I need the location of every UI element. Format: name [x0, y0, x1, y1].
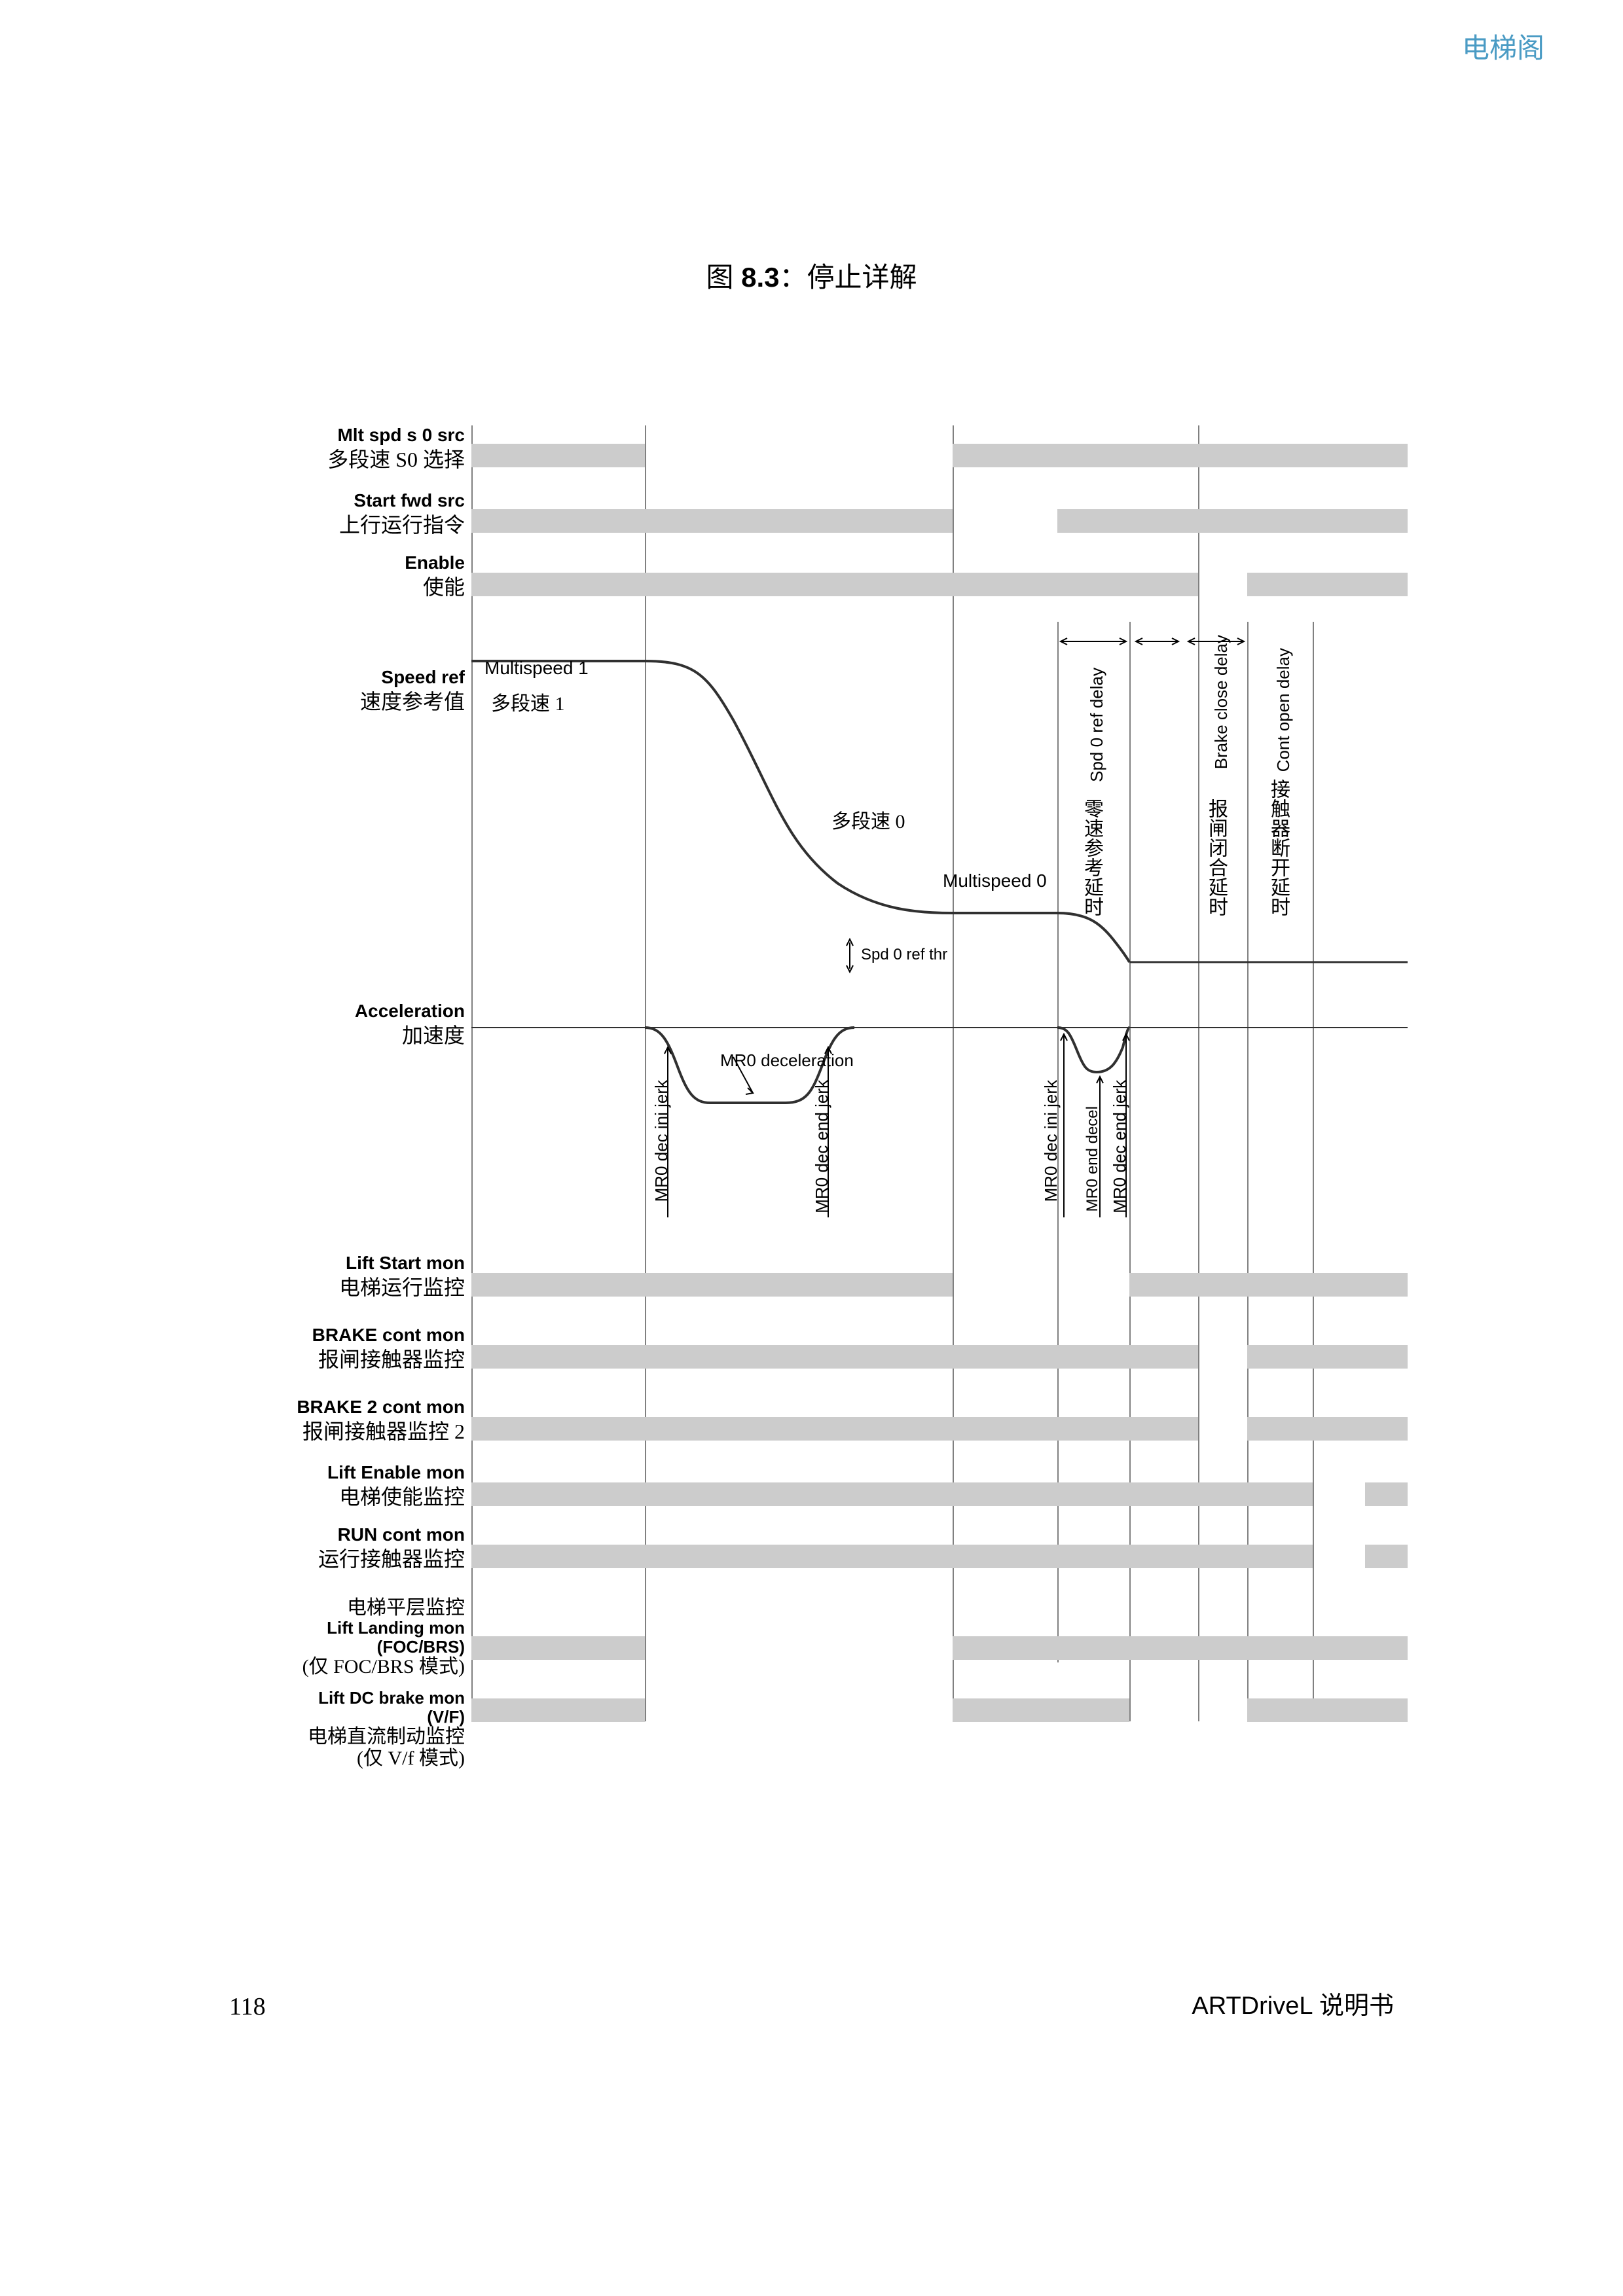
lbl-runcont: RUN cont mon 运行接触器监控	[318, 1525, 465, 1571]
band-landing-b	[953, 1636, 1408, 1660]
fig-prefix: 图	[706, 262, 741, 293]
lbl-multispeed0-chn: 多段速 0	[831, 805, 905, 834]
lbl-spd0refdelay: Spd 0 ref delay	[1087, 668, 1107, 782]
band-dcbrake-b	[953, 1698, 1129, 1722]
manual-chn: 说明书	[1313, 1992, 1394, 2020]
lbl-mr0-end-decel: MR0 end decel	[1084, 1106, 1102, 1211]
band-liftenable-b	[1365, 1482, 1408, 1506]
timing-diagram: Mlt spd s 0 src 多段速 S0 选择 Start fwd src …	[229, 425, 1408, 1800]
band-dcbrake-c	[1247, 1698, 1408, 1722]
lbl-liftstart: Lift Start mon 电梯运行监控	[339, 1253, 465, 1299]
band-dcbrake-a	[471, 1698, 645, 1722]
fig-number: 8.3	[741, 262, 779, 293]
figure-title: 图 8.3：停止详解	[0, 255, 1623, 295]
band-runcont-b	[1365, 1545, 1408, 1568]
chart-area: Multispeed 1 多段速 1 多段速 0 Multispeed 0 Sp…	[471, 425, 1408, 1800]
lbl-spd0refdelay-chn: 零速参考延时	[1077, 798, 1106, 916]
band-brake2cont-a	[471, 1417, 1198, 1441]
band-landing-a	[471, 1636, 645, 1660]
lbl-contopen-chn: 接触器断开延时	[1264, 779, 1292, 916]
lbl-liftlanding: 电梯平层监控 Lift Landing mon (FOC/BRS) (仅 FOC…	[302, 1597, 465, 1677]
band-liftstart-a	[471, 1273, 953, 1297]
lbl-mr0-dec-ini-jerk: MR0 dec ini jerk	[651, 1080, 672, 1202]
band-brake2cont-b	[1247, 1417, 1408, 1441]
band-runcont-a	[471, 1545, 1313, 1568]
lbl-mr0-decel: MR0 deceleration	[720, 1050, 854, 1071]
lbl-mltspd: Mlt spd s 0 src 多段速 S0 选择	[327, 425, 465, 471]
lbl-brakeclosedelay: Brake close delay	[1211, 635, 1231, 769]
fig-suffix: ：停止详解	[780, 262, 917, 293]
lbl-brakeclose-chn: 报闸闭合延时	[1201, 798, 1230, 916]
lbl-accel: Acceleration 加速度	[355, 1001, 465, 1047]
lbl-dcbrake: Lift DC brake mon (V/F) 电梯直流制动监控 (仅 V/f …	[308, 1689, 465, 1769]
band-liftenable-a	[471, 1482, 1313, 1506]
page-number: 118	[229, 1992, 266, 2021]
band-brakecont-b	[1247, 1345, 1408, 1369]
lbl-speedref: Speed ref 速度参考值	[360, 668, 465, 713]
lbl-brake2cont: BRAKE 2 cont mon 报闸接触器监控 2	[297, 1397, 465, 1443]
lbl-mr0-dec-ini-jerk2: MR0 dec ini jerk	[1041, 1080, 1061, 1202]
lbl-startfwd: Start fwd src 上行运行指令	[339, 491, 465, 537]
lbl-spd0refthr: Spd 0 ref thr	[861, 946, 947, 964]
band-liftstart-b	[1129, 1273, 1408, 1297]
lbl-brakecont: BRAKE cont mon 报闸接触器监控	[312, 1325, 465, 1371]
lbl-liftenable: Lift Enable mon 电梯使能监控	[327, 1463, 465, 1509]
lbl-multispeed1-chn: 多段速 1	[491, 687, 565, 716]
accel-curve	[471, 1014, 1408, 1276]
band-brakecont-a	[471, 1345, 1198, 1369]
lbl-contopendelay: Cont open delay	[1273, 648, 1294, 772]
watermark: 电梯阁	[1462, 26, 1544, 66]
brand: ARTDriveL	[1192, 1992, 1313, 2020]
speed-curve	[471, 425, 1408, 1014]
lbl-multispeed1-eng: Multispeed 1	[484, 658, 589, 679]
manual-name: ARTDriveL 说明书	[1192, 1985, 1394, 2021]
lbl-enable: Enable 使能	[405, 553, 465, 599]
lbl-multispeed0-eng: Multispeed 0	[943, 870, 1047, 891]
lbl-mr0-dec-end-jerk: MR0 dec end jerk	[812, 1080, 832, 1213]
lbl-mr0-dec-end-jerk2: MR0 dec end jerk	[1110, 1080, 1130, 1213]
